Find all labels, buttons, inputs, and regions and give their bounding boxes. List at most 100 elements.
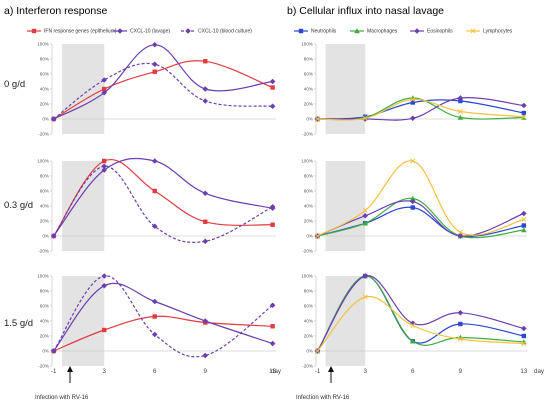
data-point <box>521 210 527 217</box>
subplot-2: -20% 0% 20% 40% 60% 80% 100% <box>37 273 276 369</box>
subplot-5: -20% 0% 20% 40% 60% 80% 100% <box>301 273 527 369</box>
legend-item: Neutrophils <box>294 29 337 35</box>
subplot-3: -20% 0% 20% 40% 60% 80% 100% <box>301 42 527 137</box>
y-tick-label: 100% <box>301 159 313 164</box>
data-point <box>151 298 158 305</box>
data-point <box>203 59 208 64</box>
legend-item: CXCL-10 (blood culture) <box>181 28 252 35</box>
legend-marker <box>31 28 37 34</box>
data-point <box>101 167 108 173</box>
y-tick-label: 100% <box>301 42 313 47</box>
y-tick-label: 40% <box>304 204 313 209</box>
data-point <box>410 96 416 103</box>
y-tick-label: 60% <box>40 72 49 77</box>
legend-a: IFN response genes (epithelium) CXCL-10 (… <box>27 28 252 35</box>
data-point <box>202 352 209 359</box>
legend-marker <box>354 28 360 34</box>
x-tick-label: 9 <box>459 368 463 375</box>
data-point <box>102 327 107 333</box>
y-tick-label: 20% <box>304 219 313 224</box>
data-point <box>521 223 527 228</box>
subplot-1: -20% 0% 20% 40% 60% 80% 100% <box>37 157 276 254</box>
data-point <box>101 273 108 279</box>
data-point <box>521 325 527 332</box>
panel-b-title: b) Cellular influx into nasal lavage <box>287 5 444 17</box>
x-tick-label: 9 <box>204 368 208 375</box>
series-line-2 <box>53 165 273 243</box>
y-tick-label: 0% <box>306 349 313 354</box>
legend-item: Lymphocytes <box>466 28 513 35</box>
x-tick-label: 3 <box>363 368 367 375</box>
y-tick-label: 20% <box>40 102 49 107</box>
y-tick-label: 60% <box>304 304 313 309</box>
data-point <box>202 238 209 245</box>
infection-window <box>325 276 366 366</box>
data-point <box>458 321 463 327</box>
legend-label: Macrophages <box>367 29 398 35</box>
data-point <box>457 108 463 115</box>
series-line-2 <box>53 62 273 120</box>
data-point <box>362 212 368 219</box>
legend-label: CXCL-10 (blood culture) <box>198 29 252 35</box>
data-point <box>362 294 368 300</box>
data-point <box>151 223 158 230</box>
row-label-2: 1.5 g/d <box>4 318 33 329</box>
y-tick-label: -20% <box>38 249 49 254</box>
data-point <box>101 282 108 289</box>
day-label-a: day <box>271 368 282 375</box>
y-tick-label: 100% <box>37 159 49 164</box>
data-point <box>202 86 209 92</box>
y-tick-label: 20% <box>304 334 313 339</box>
legend-item: Eosinophils <box>410 28 453 35</box>
y-tick-label: 60% <box>304 72 313 77</box>
data-point <box>521 340 527 347</box>
data-point <box>151 331 158 338</box>
y-tick-label: 40% <box>40 87 49 92</box>
data-point <box>521 102 527 109</box>
data-point <box>458 98 463 104</box>
y-tick-label: -20% <box>302 132 313 137</box>
legend-marker <box>117 28 123 34</box>
data-point <box>269 302 276 309</box>
data-point <box>270 85 275 90</box>
y-tick-label: 0% <box>42 349 49 354</box>
data-point <box>101 163 108 170</box>
data-point <box>362 273 368 279</box>
data-point <box>269 203 276 210</box>
data-point <box>521 114 527 120</box>
series-line-2 <box>317 275 524 352</box>
data-point <box>362 220 368 226</box>
y-tick-label: 80% <box>304 174 313 179</box>
x-tick-label: 13 <box>520 368 527 375</box>
legend-marker <box>298 28 304 34</box>
legend-label: Lymphocytes <box>483 29 513 35</box>
data-point <box>521 216 527 223</box>
legend-label: Neutrophils <box>311 29 337 35</box>
data-point <box>410 322 416 329</box>
data-point <box>457 336 463 342</box>
data-point <box>202 318 209 324</box>
y-tick-label: -20% <box>302 364 313 369</box>
data-point <box>102 158 107 164</box>
data-point <box>152 188 157 194</box>
data-point <box>457 233 464 239</box>
y-tick-label: 40% <box>304 319 313 324</box>
infection-label-a: Infection with RV-16 <box>35 395 89 401</box>
y-tick-label: -20% <box>302 249 313 254</box>
data-point <box>202 98 209 104</box>
data-point <box>102 86 107 92</box>
data-point <box>457 95 464 101</box>
y-tick-label: 80% <box>40 289 49 294</box>
data-point <box>152 69 157 74</box>
legend-marker <box>185 28 191 34</box>
data-point <box>50 348 57 354</box>
data-point <box>151 41 158 48</box>
y-tick-label: 40% <box>304 87 313 92</box>
data-point <box>270 222 275 227</box>
x-tick-label: -1 <box>315 368 321 375</box>
legend-marker <box>414 28 420 34</box>
data-point <box>409 198 416 205</box>
y-tick-label: 100% <box>37 42 49 47</box>
data-point <box>409 195 416 201</box>
